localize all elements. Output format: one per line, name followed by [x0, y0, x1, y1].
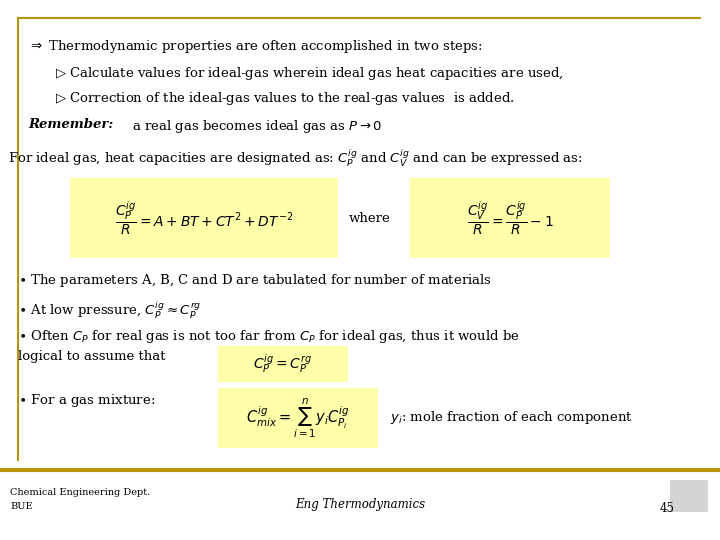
FancyBboxPatch shape	[218, 346, 348, 382]
Text: For ideal gas, heat capacities are designated as: $C^{ig}_{P}$ and $C^{ig}_{V}$ : For ideal gas, heat capacities are desig…	[8, 148, 582, 169]
Text: $\triangleright$ Correction of the ideal-gas values to the real-gas values  is a: $\triangleright$ Correction of the ideal…	[55, 90, 515, 107]
FancyBboxPatch shape	[670, 480, 708, 512]
Text: logical to assume that: logical to assume that	[18, 350, 166, 363]
FancyBboxPatch shape	[410, 178, 610, 258]
FancyBboxPatch shape	[70, 178, 338, 258]
FancyBboxPatch shape	[218, 388, 378, 448]
Text: a real gas becomes ideal gas as $P \rightarrow 0$: a real gas becomes ideal gas as $P \righ…	[128, 118, 382, 135]
Text: $y_i$: mole fraction of each component: $y_i$: mole fraction of each component	[390, 409, 633, 427]
Text: 45: 45	[660, 502, 675, 515]
Text: BUE: BUE	[10, 502, 32, 511]
Text: $C_P^{ig} = C_P^{rg}$: $C_P^{ig} = C_P^{rg}$	[253, 353, 312, 375]
Text: $\triangleright$ Calculate values for ideal-gas wherein ideal gas heat capacitie: $\triangleright$ Calculate values for id…	[55, 65, 564, 82]
Text: $\bullet$ At low pressure, $C^{ig}_{P} \approx C^{rg}_{P}$: $\bullet$ At low pressure, $C^{ig}_{P} \…	[18, 300, 202, 321]
Text: Chemical Engineering Dept.: Chemical Engineering Dept.	[10, 488, 150, 497]
Text: $\bullet$ Often $C_P$ for real gas is not too far from $C_P$ for ideal gas, thus: $\bullet$ Often $C_P$ for real gas is no…	[18, 328, 520, 345]
Text: $\bullet$ The parameters A, B, C and D are tabulated for number of materials: $\bullet$ The parameters A, B, C and D a…	[18, 272, 492, 289]
Text: $\Rightarrow$ Thermodynamic properties are often accomplished in two steps:: $\Rightarrow$ Thermodynamic properties a…	[28, 38, 482, 55]
Text: $\dfrac{C_V^{ig}}{R} = \dfrac{C_P^{ig}}{R} - 1$: $\dfrac{C_V^{ig}}{R} = \dfrac{C_P^{ig}}{…	[467, 199, 554, 237]
Text: $\dfrac{C_P^{ig}}{R} = A + BT + CT^2 + DT^{-2}$: $\dfrac{C_P^{ig}}{R} = A + BT + CT^2 + D…	[114, 199, 293, 237]
Text: Remember:: Remember:	[28, 118, 113, 131]
Text: $C_{mix}^{ig} = \sum_{i=1}^{n} y_i C_{P_i}^{ig}$: $C_{mix}^{ig} = \sum_{i=1}^{n} y_i C_{P_…	[246, 396, 350, 440]
Text: $\bullet$ For a gas mixture:: $\bullet$ For a gas mixture:	[18, 392, 155, 409]
Text: Eng Thermodynamics: Eng Thermodynamics	[295, 498, 425, 511]
Text: where: where	[349, 212, 391, 225]
